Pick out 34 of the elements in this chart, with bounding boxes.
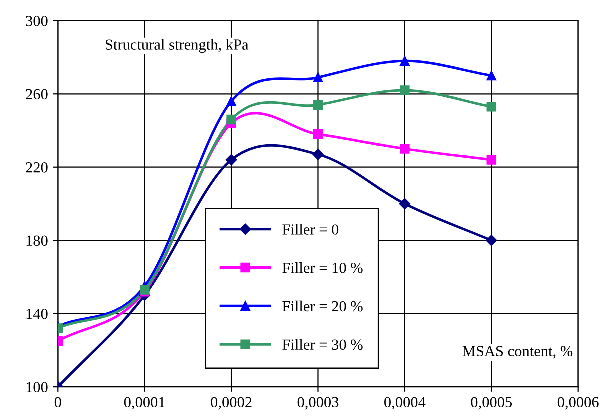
point bbox=[486, 234, 498, 246]
x-tick-label: 0,0003 bbox=[298, 397, 339, 410]
legend-label: Filler = 10 % bbox=[282, 262, 363, 274]
point bbox=[226, 154, 238, 166]
point bbox=[486, 102, 496, 112]
x-tick-label: 0,0004 bbox=[384, 397, 426, 410]
y-tick-label: 140 bbox=[26, 308, 48, 320]
y-axis-title: Structural strength, kPa bbox=[106, 39, 249, 54]
y-tick-label: 260 bbox=[26, 89, 48, 100]
point bbox=[486, 155, 496, 165]
x-tick-label: 0,0001 bbox=[124, 397, 165, 410]
point bbox=[313, 72, 324, 83]
point bbox=[399, 198, 411, 210]
legend-label: Filler = 0 bbox=[282, 224, 339, 235]
y-tick-label: 180 bbox=[26, 236, 48, 246]
point bbox=[313, 130, 324, 140]
x-tick-label: 0,0002 bbox=[211, 397, 252, 410]
y-tick-label: 300 bbox=[26, 16, 48, 26]
x-tick-label: 0,0006 bbox=[558, 397, 599, 410]
point bbox=[400, 144, 410, 154]
point bbox=[400, 56, 410, 66]
point bbox=[312, 148, 324, 160]
point bbox=[400, 86, 410, 96]
legend-label: Filler = 20 % bbox=[282, 300, 363, 312]
x-tick-label: 0,0005 bbox=[471, 397, 512, 410]
x-tick-label: 0 bbox=[54, 397, 62, 408]
point bbox=[486, 70, 496, 81]
point bbox=[313, 100, 324, 110]
point bbox=[226, 96, 236, 106]
y-tick-label: 220 bbox=[26, 162, 48, 173]
x-axis-title: MSAS content, % bbox=[462, 346, 573, 359]
point bbox=[226, 114, 236, 125]
legend-label: Filler = 30 % bbox=[282, 339, 363, 350]
y-tick-label: 100 bbox=[26, 382, 48, 393]
